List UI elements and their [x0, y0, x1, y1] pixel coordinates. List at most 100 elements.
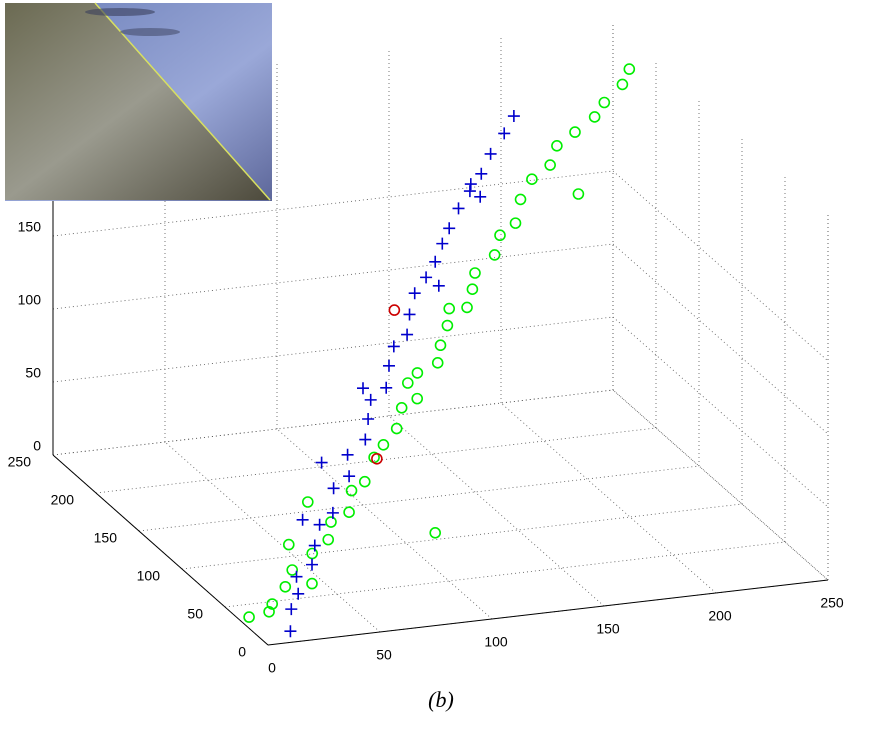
point	[362, 413, 375, 425]
point	[432, 279, 445, 292]
grid-line	[164, 441, 381, 633]
point	[494, 229, 506, 242]
point	[359, 433, 372, 446]
point	[358, 475, 371, 488]
grid-line	[500, 402, 717, 594]
point	[286, 564, 299, 576]
point	[306, 577, 318, 590]
z-tick-label: 50	[25, 365, 41, 381]
point	[469, 267, 481, 279]
point	[401, 328, 414, 341]
x-tick-label: 0	[268, 660, 276, 676]
point	[377, 438, 390, 451]
point	[411, 392, 424, 405]
point	[388, 304, 401, 316]
photo-horizon	[94, 2, 271, 201]
point	[509, 217, 522, 229]
point	[279, 580, 292, 593]
point	[569, 126, 581, 138]
point	[243, 611, 255, 623]
grid-line	[181, 503, 743, 570]
point	[498, 127, 511, 140]
x-tick-label: 50	[376, 647, 392, 663]
point	[387, 340, 400, 353]
point	[296, 513, 309, 526]
z-tick-label: 100	[18, 292, 42, 308]
point	[411, 367, 424, 379]
x-tick-label: 250	[820, 595, 844, 611]
grid-line	[612, 389, 829, 581]
grid-line	[224, 541, 786, 608]
point	[343, 470, 356, 483]
x-tick-label: 200	[708, 608, 732, 624]
point	[623, 63, 636, 75]
y-tick-label: 50	[187, 606, 203, 622]
y-tick-label: 0	[238, 644, 246, 660]
grid-line	[612, 389, 829, 581]
photo-ground	[5, 3, 270, 200]
inset-photo	[5, 2, 272, 201]
photo-blur	[85, 8, 155, 16]
point	[408, 287, 421, 300]
point	[325, 516, 337, 528]
x-axis	[267, 579, 829, 646]
z-tick-label: 0	[33, 438, 41, 454]
point	[313, 518, 326, 531]
point	[341, 448, 354, 461]
point	[266, 598, 279, 610]
point	[306, 558, 318, 571]
y-tick-label: 150	[94, 530, 118, 546]
point	[461, 301, 473, 314]
point	[588, 111, 601, 123]
grid-line	[612, 170, 829, 362]
grid-line	[388, 415, 605, 607]
grid-line	[138, 465, 700, 532]
point	[484, 147, 497, 160]
grid-line	[612, 316, 829, 508]
point	[572, 188, 585, 200]
x-tick-label: 100	[484, 634, 508, 650]
grid-line	[52, 243, 614, 310]
grid-line	[52, 316, 614, 383]
point	[308, 539, 321, 552]
point	[306, 547, 319, 560]
point	[395, 401, 408, 414]
grid-line	[612, 243, 829, 435]
point	[551, 140, 563, 152]
point	[390, 422, 403, 435]
grid-line	[95, 427, 657, 494]
z-tick-label: 150	[18, 219, 42, 235]
y-tick-label: 100	[137, 568, 161, 584]
point	[420, 271, 433, 284]
caption: (b)	[428, 687, 454, 712]
point	[401, 377, 414, 389]
point	[285, 603, 298, 616]
point	[371, 452, 383, 465]
point	[452, 202, 465, 215]
point	[441, 319, 454, 332]
x-tick-label: 150	[596, 621, 620, 637]
point	[327, 482, 340, 495]
grid-line	[52, 389, 614, 456]
point	[382, 359, 395, 372]
point	[357, 382, 369, 395]
point	[544, 159, 556, 171]
point	[466, 283, 479, 296]
point	[464, 178, 477, 191]
point	[429, 255, 442, 268]
point	[364, 393, 377, 406]
point	[514, 193, 527, 206]
y-tick-label: 200	[51, 492, 75, 508]
point	[475, 167, 488, 180]
point	[403, 308, 416, 321]
point	[429, 526, 442, 539]
point	[263, 605, 275, 618]
point	[380, 381, 393, 394]
point	[290, 570, 303, 583]
point	[434, 339, 447, 352]
y-axis	[52, 454, 269, 646]
point	[431, 357, 444, 369]
point	[343, 506, 355, 519]
point	[474, 190, 487, 203]
